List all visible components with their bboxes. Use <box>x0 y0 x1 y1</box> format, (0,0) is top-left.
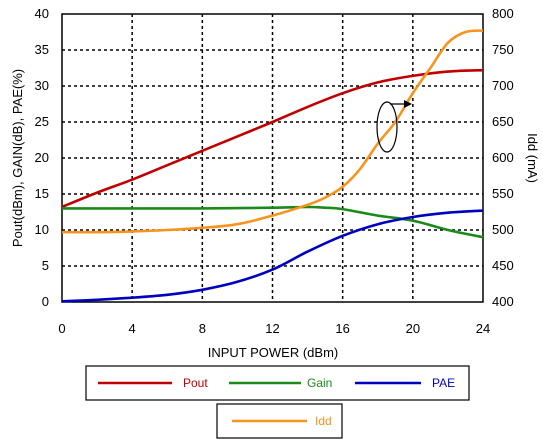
legend-label-pae: PAE <box>432 376 455 390</box>
y-left-tick-label: 25 <box>35 114 49 129</box>
series-line-pae <box>61 209 484 303</box>
legend-label-pout: Pout <box>183 376 208 390</box>
legend-label-idd: Idd <box>315 414 332 428</box>
series-line-idd <box>61 29 484 234</box>
y-right-tick-label: 700 <box>492 78 514 93</box>
y-right-tick-label: 550 <box>492 186 514 201</box>
series-line-gain <box>62 205 484 239</box>
y-left-tick-label: 10 <box>35 222 49 237</box>
x-tick-label: 12 <box>265 321 279 336</box>
y-left-tick-label: 5 <box>42 258 49 273</box>
annotation-arrow-head <box>404 100 412 108</box>
grid-lines <box>62 14 483 302</box>
y-right-tick-label: 600 <box>492 150 514 165</box>
y-left-tick-label: 35 <box>35 42 49 57</box>
y-left-tick-label: 30 <box>35 78 49 93</box>
annotation-ellipse <box>376 101 398 153</box>
tick-labels: 0 4 8 12 16 20 24 0 5 10 15 20 25 30 35 40 400 450 500 550 6… <box>35 6 514 336</box>
y-left-tick-label: 40 <box>35 6 49 21</box>
y-right-tick-label: 450 <box>492 258 514 273</box>
legend-label-gain: Gain <box>307 376 332 390</box>
y-left-tick-label: 15 <box>35 186 49 201</box>
legend: Pout Gain PAE Idd <box>98 376 455 428</box>
x-tick-label: 8 <box>199 321 206 336</box>
y-left-tick-label: 0 <box>42 294 49 309</box>
x-axis-label: INPUT POWER (dBm) <box>208 345 339 360</box>
x-tick-label: 20 <box>406 321 420 336</box>
y-right-tick-label: 750 <box>492 42 514 57</box>
x-tick-label: 0 <box>58 321 65 336</box>
x-tick-label: 24 <box>476 321 490 336</box>
series-layer <box>61 29 484 303</box>
y-right-tick-label: 500 <box>492 222 514 237</box>
plot-frame <box>61 13 484 303</box>
series-line-pout <box>61 68 484 209</box>
y-axis-left-label: Pout(dBm), GAIN(dB), PAE(%) <box>10 69 25 247</box>
x-tick-label: 16 <box>335 321 349 336</box>
y-right-tick-label: 400 <box>492 294 514 309</box>
annotation-ellipse-arrow <box>376 100 412 153</box>
y-right-tick-label: 800 <box>492 6 514 21</box>
x-tick-label: 4 <box>129 321 136 336</box>
y-left-tick-label: 20 <box>35 150 49 165</box>
y-axis-right-label: Idd (mA) <box>525 133 540 183</box>
y-right-tick-label: 650 <box>492 114 514 129</box>
